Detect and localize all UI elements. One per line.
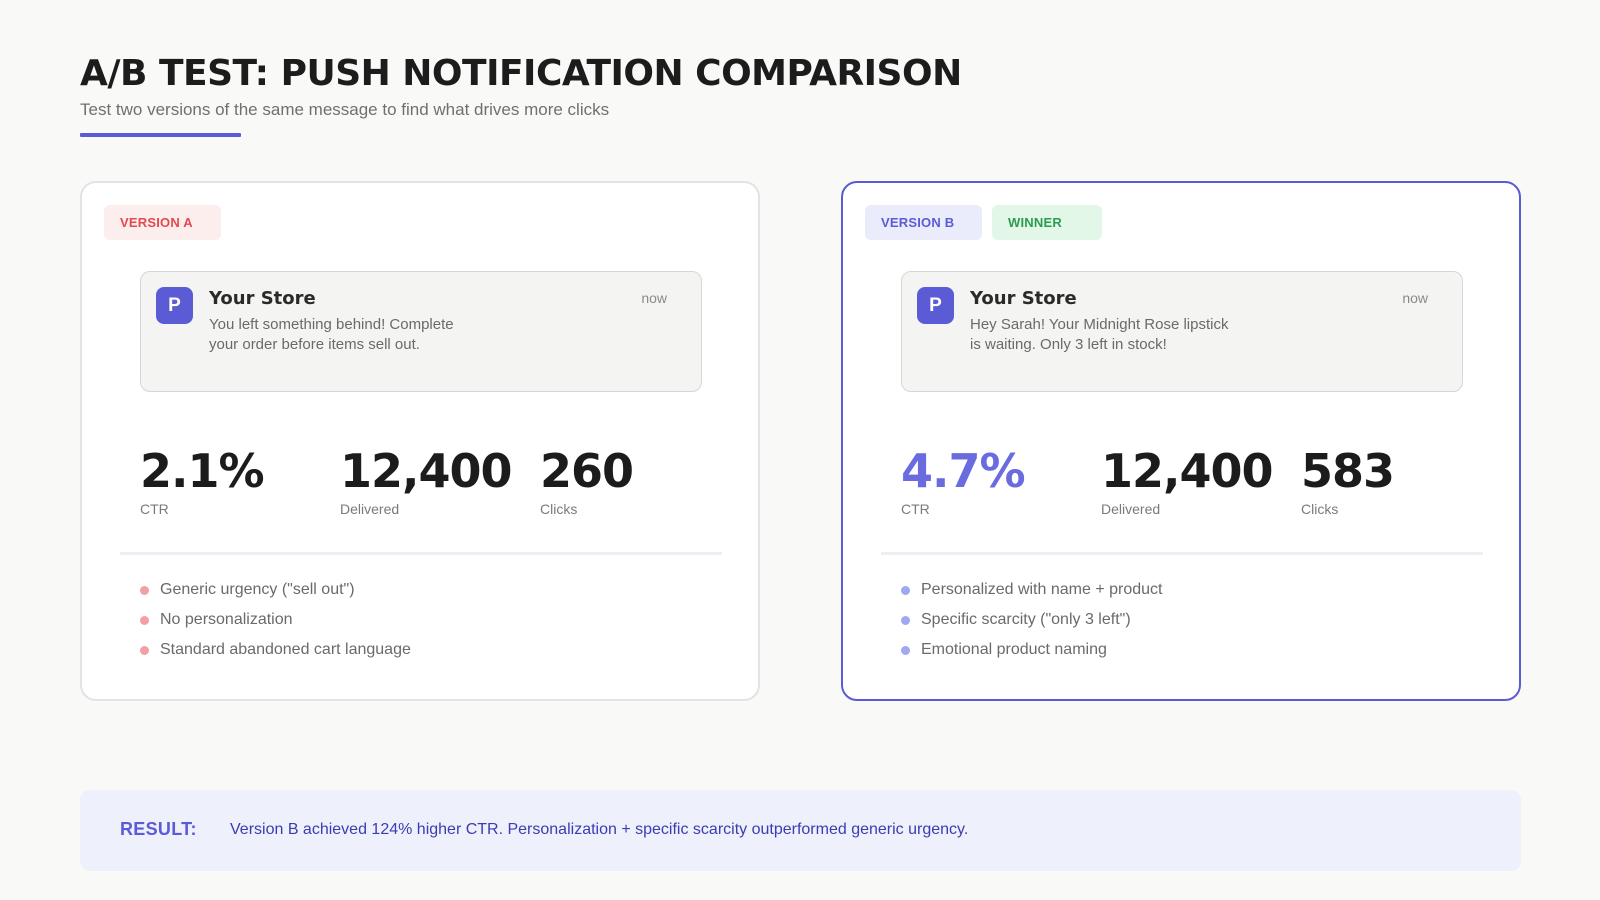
note-text: Generic urgency ("sell out"): [160, 581, 355, 598]
version-b-stats: 4.7% CTR 12,400 Delivered 583 Clicks: [901, 445, 1501, 525]
version-b-badges: VERSION B WINNER: [865, 205, 1102, 240]
header: A/B TEST: PUSH NOTIFICATION COMPARISON T…: [80, 52, 962, 137]
bullet-dot-icon: [901, 646, 910, 655]
version-a-badge: VERSION A: [104, 205, 221, 240]
stat-label: Delivered: [1101, 501, 1161, 517]
stat-value: 12,400: [340, 444, 513, 498]
stat-delivered: 12,400 Delivered: [1101, 444, 1274, 517]
note-text: No personalization: [160, 611, 293, 628]
stat-clicks: 583 Clicks: [1301, 444, 1395, 517]
stat-label: CTR: [901, 501, 930, 517]
version-a-notification-preview: P Your Store now You left something behi…: [140, 271, 702, 392]
notification-app-name: Your Store: [970, 288, 1077, 309]
note-text: Personalized with name + product: [921, 581, 1163, 598]
notification-app-name: Your Store: [209, 288, 316, 309]
list-item: Personalized with name + product: [901, 579, 1162, 609]
app-icon: P: [156, 287, 193, 324]
stat-value: 2.1%: [140, 444, 265, 498]
version-b-card: VERSION B WINNER P Your Store now Hey Sa…: [841, 181, 1521, 701]
bullet-dot-icon: [140, 586, 149, 595]
version-b-notification-preview: P Your Store now Hey Sarah! Your Midnigh…: [901, 271, 1463, 392]
stat-value: 12,400: [1101, 444, 1274, 498]
page-subtitle: Test two versions of the same message to…: [80, 100, 610, 119]
bullet-dot-icon: [901, 586, 910, 595]
stat-label: Clicks: [1301, 501, 1339, 517]
stat-value: 583: [1301, 444, 1395, 498]
note-text: Standard abandoned cart language: [160, 641, 411, 658]
version-b-badge: VERSION B: [865, 205, 982, 240]
stat-label: Delivered: [340, 501, 400, 517]
stat-delivered: 12,400 Delivered: [340, 444, 513, 517]
list-item: Generic urgency ("sell out"): [140, 579, 411, 609]
result-banner: RESULT: Version B achieved 124% higher C…: [80, 790, 1521, 871]
stat-ctr: 4.7% CTR: [901, 444, 1026, 517]
stat-value: 260: [540, 444, 634, 498]
page-title: A/B TEST: PUSH NOTIFICATION COMPARISON: [80, 53, 962, 94]
version-b-notes: Personalized with name + product Specifi…: [901, 579, 1162, 669]
divider: [120, 552, 722, 555]
list-item: Emotional product naming: [901, 639, 1162, 669]
note-text: Specific scarcity ("only 3 left"): [921, 611, 1131, 628]
stat-label: Clicks: [540, 501, 578, 517]
version-a-stats: 2.1% CTR 12,400 Delivered 260 Clicks: [140, 445, 740, 525]
app-icon: P: [917, 287, 954, 324]
result-label: RESULT:: [120, 819, 197, 839]
version-a-badges: VERSION A: [104, 205, 221, 240]
list-item: Specific scarcity ("only 3 left"): [901, 609, 1162, 639]
version-a-card: VERSION A P Your Store now You left some…: [80, 181, 760, 701]
notification-body: Hey Sarah! Your Midnight Rose lipstick i…: [970, 316, 1229, 353]
title-underline: [80, 133, 241, 137]
bullet-dot-icon: [901, 616, 910, 625]
note-text: Emotional product naming: [921, 641, 1107, 658]
divider: [881, 552, 1483, 555]
winner-badge: WINNER: [992, 205, 1102, 240]
notification-time: now: [641, 290, 667, 306]
bullet-dot-icon: [140, 646, 149, 655]
stat-value: 4.7%: [901, 444, 1026, 498]
stat-clicks: 260 Clicks: [540, 444, 634, 517]
list-item: No personalization: [140, 609, 411, 639]
stat-label: CTR: [140, 501, 169, 517]
stat-ctr: 2.1% CTR: [140, 444, 265, 517]
list-item: Standard abandoned cart language: [140, 639, 411, 669]
result-text: Version B achieved 124% higher CTR. Pers…: [230, 821, 969, 838]
bullet-dot-icon: [140, 616, 149, 625]
version-a-notes: Generic urgency ("sell out") No personal…: [140, 579, 411, 669]
notification-time: now: [1402, 290, 1428, 306]
notification-body: You left something behind! Complete your…: [209, 316, 454, 353]
